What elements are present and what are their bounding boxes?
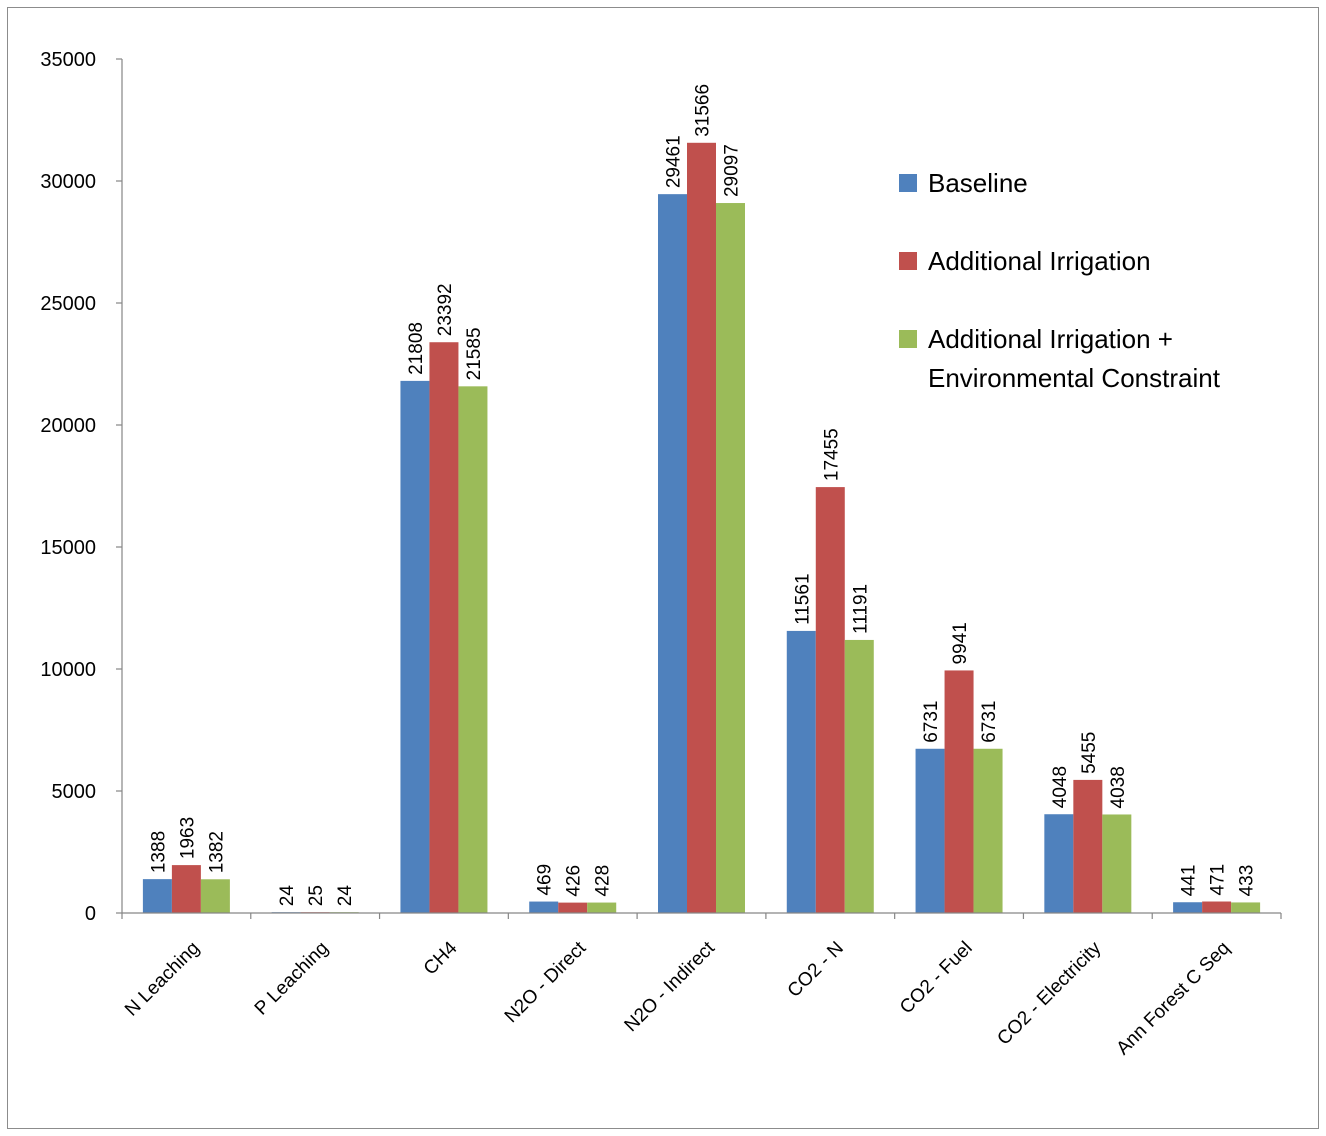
legend-label: Environmental Constraint — [928, 363, 1221, 393]
y-axis: 0 5000 10000 15000 20000 25000 30000 35000 — [40, 49, 123, 925]
data-label: 426 — [564, 865, 585, 897]
data-label: 24 — [277, 885, 298, 907]
y-tick-label: 15000 — [40, 537, 96, 559]
y-tick-label: 5000 — [52, 781, 97, 803]
bar — [200, 879, 230, 913]
bar — [587, 902, 617, 913]
bar — [716, 203, 745, 913]
data-label: 25 — [306, 885, 327, 906]
data-label: 11191 — [850, 584, 871, 634]
x-tick-label: N2O - Indirect — [621, 937, 720, 1036]
bar — [687, 142, 716, 913]
bar — [142, 879, 172, 913]
data-label: 1382 — [206, 831, 227, 873]
bars-group — [142, 142, 1261, 914]
x-tick-label: Ann Forest C Seq — [1113, 938, 1235, 1060]
y-tick-label: 0 — [85, 903, 96, 925]
x-tick-label: P Leaching — [251, 938, 333, 1020]
bar — [558, 902, 588, 913]
data-label: 24 — [335, 885, 356, 907]
legend: Baseline Additional Irrigation Additional … — [899, 168, 1221, 393]
x-axis: N Leaching P Leaching CH4 N2O - Direct N2O -… — [121, 912, 1282, 1060]
data-label: 1388 — [148, 831, 169, 873]
bar — [815, 487, 845, 913]
legend-label: Baseline — [928, 168, 1028, 198]
legend-swatch — [899, 174, 917, 192]
data-label: 31566 — [693, 84, 714, 137]
data-label: 5455 — [1079, 732, 1100, 774]
bar — [973, 748, 1003, 913]
legend-label: Additional Irrigation — [928, 246, 1151, 276]
bar — [786, 630, 816, 913]
x-tick-label: CO2 - Electricity — [993, 937, 1105, 1049]
data-label: 1963 — [177, 817, 198, 859]
legend-swatch — [899, 330, 917, 348]
data-label: 471 — [1208, 864, 1229, 896]
x-tick-label: CH4 — [420, 937, 462, 979]
y-tick-label: 30000 — [40, 171, 96, 193]
x-tick-label: CO2 - N — [784, 938, 848, 1002]
data-label: 6731 — [921, 700, 942, 742]
data-label: 21585 — [464, 327, 485, 380]
data-label: 4048 — [1050, 766, 1071, 808]
bar — [429, 342, 459, 913]
bar — [944, 670, 974, 913]
y-tick-label: 25000 — [40, 293, 96, 315]
data-label: 4038 — [1108, 766, 1129, 808]
x-tick-label: N2O - Direct — [501, 937, 591, 1027]
legend-swatch — [899, 252, 917, 270]
bar — [1044, 814, 1074, 913]
bar — [915, 748, 945, 913]
data-label: 428 — [593, 865, 614, 897]
data-label: 21808 — [406, 322, 427, 375]
data-label: 11561 — [792, 573, 813, 624]
bar — [1173, 902, 1203, 913]
data-label: 29461 — [664, 135, 685, 188]
data-label: 23392 — [435, 283, 456, 336]
data-label: 29097 — [722, 144, 743, 197]
data-label: 441 — [1179, 865, 1200, 897]
bar — [658, 194, 687, 913]
bar — [1202, 901, 1232, 913]
data-labels-group: 1388 1963 1382 24 25 24 21808 23392 21585 469 426 4… — [148, 84, 1257, 906]
x-tick-label: CO2 - Fuel — [896, 938, 977, 1019]
data-label: 433 — [1237, 865, 1258, 897]
legend-label: Additional Irrigation + — [928, 324, 1173, 354]
data-label: 469 — [535, 864, 556, 896]
bar — [1073, 779, 1103, 913]
y-tick-label: 10000 — [40, 659, 96, 681]
bar — [844, 639, 874, 913]
y-tick-label: 20000 — [40, 415, 96, 437]
data-label: 9941 — [950, 622, 971, 664]
data-label: 17455 — [821, 428, 842, 481]
bar — [1102, 814, 1132, 913]
bar — [458, 386, 488, 913]
bar — [529, 901, 559, 913]
bar — [400, 380, 430, 914]
bar — [1231, 902, 1261, 913]
x-tick-label: N Leaching — [121, 938, 204, 1021]
bar — [171, 865, 201, 913]
data-label: 6731 — [979, 700, 1000, 742]
y-tick-label: 35000 — [40, 49, 96, 71]
